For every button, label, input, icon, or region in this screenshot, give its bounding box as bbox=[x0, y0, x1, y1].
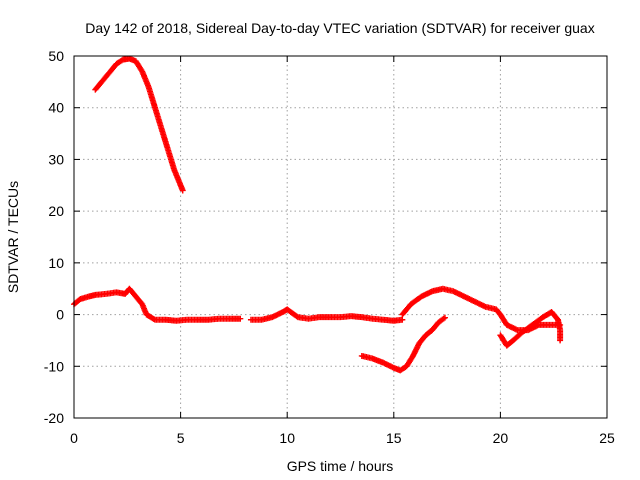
y-axis-label: SDTVAR / TECUs bbox=[5, 181, 21, 293]
x-tick-label: 25 bbox=[599, 430, 615, 446]
data-point bbox=[150, 316, 157, 323]
x-tick-label: 15 bbox=[386, 430, 402, 446]
data-point bbox=[557, 337, 564, 344]
series-arc-late bbox=[497, 308, 564, 349]
series-arc-afternoon-high bbox=[399, 285, 564, 334]
data-point bbox=[399, 316, 406, 323]
x-tick-label: 0 bbox=[70, 430, 78, 446]
y-tick-label: -10 bbox=[44, 358, 64, 374]
x-tick-label: 20 bbox=[493, 430, 509, 446]
series-arc-early-high bbox=[92, 55, 186, 194]
data-point bbox=[441, 314, 448, 321]
y-tick-label: 10 bbox=[48, 255, 64, 271]
data-point bbox=[179, 187, 186, 194]
series-arc-dip bbox=[358, 314, 448, 374]
series-arc-morning-low bbox=[71, 285, 244, 324]
data-points bbox=[71, 55, 564, 374]
chart-title: Day 142 of 2018, Sidereal Day-to-day VTE… bbox=[85, 20, 594, 36]
series-arc-midday bbox=[247, 306, 406, 324]
x-axis-label: GPS time / hours bbox=[287, 458, 394, 474]
y-tick-label: -20 bbox=[44, 410, 64, 426]
x-tick-label: 5 bbox=[177, 430, 185, 446]
y-tick-label: 30 bbox=[48, 151, 64, 167]
y-tick-label: 20 bbox=[48, 203, 64, 219]
y-tick-label: 0 bbox=[56, 307, 64, 323]
data-point bbox=[293, 313, 300, 320]
y-tick-label: 50 bbox=[48, 48, 64, 64]
plot-frame bbox=[73, 55, 608, 419]
data-point bbox=[237, 315, 244, 322]
y-tick-label: 40 bbox=[48, 100, 64, 116]
x-tick-label: 10 bbox=[279, 430, 295, 446]
data-point bbox=[440, 315, 447, 322]
axis-ticks: 0 5 10 15 20 25 -20 -10 0 10 20 30 40 50 bbox=[44, 48, 615, 446]
